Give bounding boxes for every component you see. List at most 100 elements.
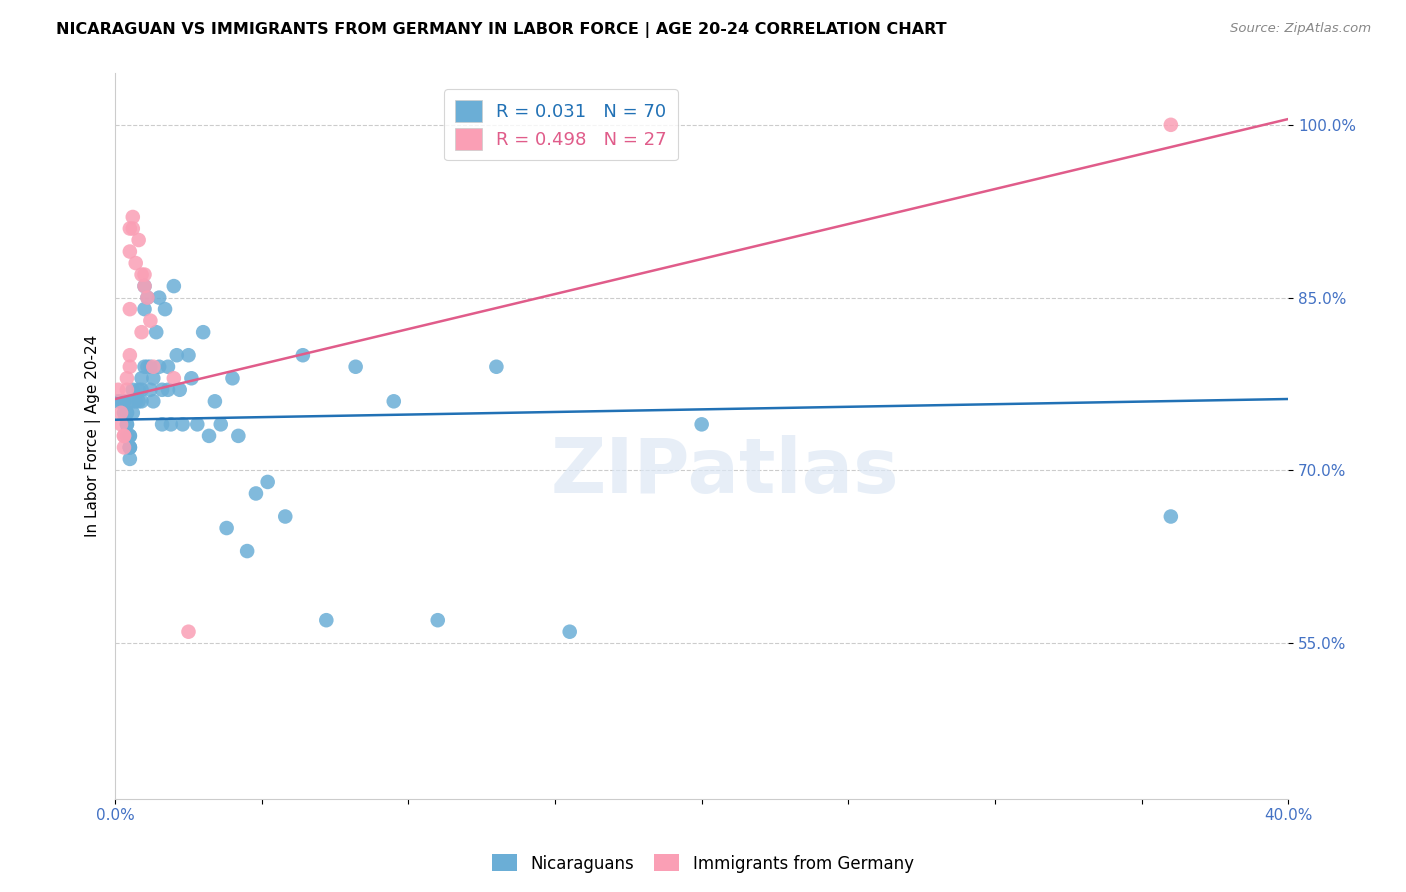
Point [382, 394, 405, 409]
Point [131, 383, 153, 397]
Point [291, 348, 314, 362]
Point [163, 279, 186, 293]
Point [134, 279, 156, 293]
Point [112, 406, 135, 420]
Point [107, 394, 129, 409]
Point [118, 451, 141, 466]
Point [112, 394, 135, 409]
Point [245, 486, 267, 500]
Point [118, 244, 141, 259]
Point [142, 394, 165, 409]
Y-axis label: In Labor Force | Age 20-24: In Labor Force | Age 20-24 [86, 334, 101, 537]
Point [118, 441, 141, 455]
Point [215, 521, 238, 535]
Point [236, 544, 259, 558]
Point [148, 291, 170, 305]
Point [1160, 509, 1182, 524]
Point [121, 406, 143, 420]
Point [690, 417, 713, 432]
Point [110, 406, 132, 420]
Point [166, 348, 188, 362]
Point [131, 268, 153, 282]
Point [118, 359, 141, 374]
Point [115, 417, 138, 432]
Point [150, 383, 173, 397]
Point [115, 406, 138, 420]
Point [128, 383, 150, 397]
Point [145, 325, 167, 339]
Point [118, 441, 141, 455]
Point [148, 359, 170, 374]
Point [156, 383, 179, 397]
Point [150, 417, 173, 432]
Point [186, 417, 208, 432]
Point [112, 441, 135, 455]
Point [112, 429, 135, 443]
Point [125, 256, 148, 270]
Point [163, 371, 186, 385]
Point [172, 417, 194, 432]
Point [180, 371, 202, 385]
Point [274, 509, 297, 524]
Point [558, 624, 581, 639]
Point [139, 383, 162, 397]
Legend: R = 0.031   N = 70, R = 0.498   N = 27: R = 0.031 N = 70, R = 0.498 N = 27 [444, 89, 678, 161]
Text: Source: ZipAtlas.com: Source: ZipAtlas.com [1230, 22, 1371, 36]
Point [134, 279, 156, 293]
Point [134, 268, 156, 282]
Point [136, 359, 159, 374]
Point [118, 302, 141, 317]
Point [118, 429, 141, 443]
Point [315, 613, 337, 627]
Point [139, 359, 162, 374]
Point [121, 210, 143, 224]
Point [115, 371, 138, 385]
Legend: Nicaraguans, Immigrants from Germany: Nicaraguans, Immigrants from Germany [485, 847, 921, 880]
Point [1160, 118, 1182, 132]
Point [136, 291, 159, 305]
Point [121, 383, 143, 397]
Text: NICARAGUAN VS IMMIGRANTS FROM GERMANY IN LABOR FORCE | AGE 20-24 CORRELATION CHA: NICARAGUAN VS IMMIGRANTS FROM GERMANY IN… [56, 22, 946, 38]
Point [118, 221, 141, 235]
Point [139, 313, 162, 327]
Text: ZIPatlas: ZIPatlas [551, 435, 900, 509]
Point [107, 383, 129, 397]
Point [112, 394, 135, 409]
Point [131, 325, 153, 339]
Point [156, 359, 179, 374]
Point [118, 441, 141, 455]
Point [110, 417, 132, 432]
Point [177, 624, 200, 639]
Point [121, 221, 143, 235]
Point [256, 475, 278, 489]
Point [128, 394, 150, 409]
Point [110, 394, 132, 409]
Point [160, 417, 183, 432]
Point [153, 302, 176, 317]
Point [112, 429, 135, 443]
Point [115, 383, 138, 397]
Point [142, 371, 165, 385]
Point [177, 348, 200, 362]
Point [209, 417, 232, 432]
Point [191, 325, 214, 339]
Point [128, 233, 150, 247]
Point [115, 417, 138, 432]
Point [118, 348, 141, 362]
Point [134, 302, 156, 317]
Point [131, 394, 153, 409]
Point [142, 359, 165, 374]
Point [136, 291, 159, 305]
Point [121, 394, 143, 409]
Point [344, 359, 367, 374]
Point [485, 359, 508, 374]
Point [169, 383, 191, 397]
Point [118, 429, 141, 443]
Point [131, 371, 153, 385]
Point [204, 394, 226, 409]
Point [125, 394, 148, 409]
Point [134, 359, 156, 374]
Point [228, 429, 250, 443]
Point [426, 613, 449, 627]
Point [221, 371, 243, 385]
